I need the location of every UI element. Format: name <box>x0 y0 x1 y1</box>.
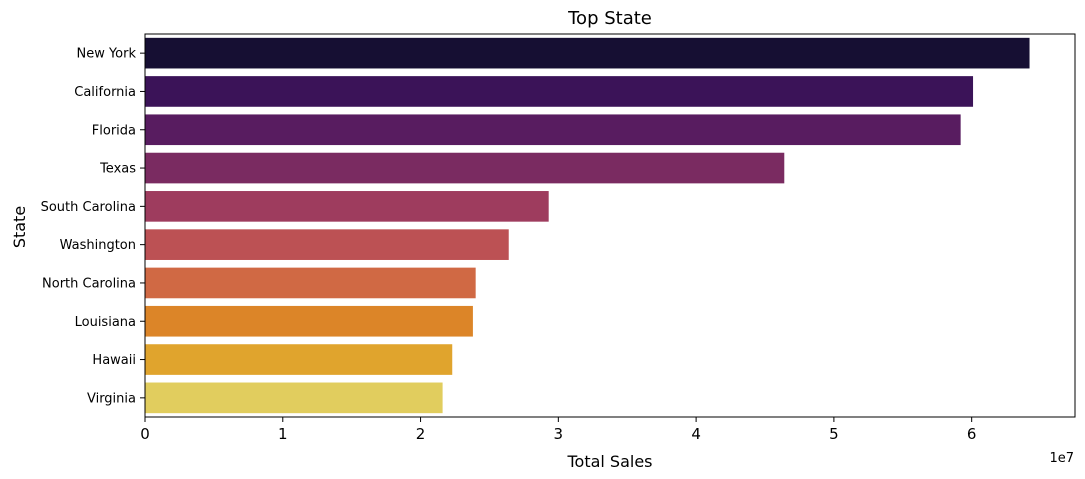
x-tick-label: 1 <box>278 425 288 443</box>
y-tick-label: Virginia <box>87 391 136 406</box>
bar-louisiana <box>145 305 473 337</box>
bar-virginia <box>145 382 443 414</box>
bars-group <box>145 37 1030 414</box>
bar-south-carolina <box>145 191 549 222</box>
y-tick-label: New York <box>76 47 136 62</box>
x-tick-label: 4 <box>691 425 701 443</box>
y-tick-label: Washington <box>60 238 136 253</box>
bar-texas <box>145 152 785 184</box>
x-tick-labels: 0 1 2 3 4 5 6 <box>140 417 976 443</box>
y-tick-labels: New York California Florida Texas South Caro… <box>41 47 145 406</box>
x-axis-label: Total Sales <box>566 452 652 471</box>
y-tick-label: Hawaii <box>92 353 136 368</box>
bar-hawaii <box>145 344 453 375</box>
x-tick-label: 0 <box>140 425 150 443</box>
x-axis-offset-label: 1e7 <box>1049 451 1074 466</box>
y-tick-label: North Carolina <box>42 276 136 291</box>
bar-washington <box>145 229 509 260</box>
chart-title: Top State <box>567 8 652 29</box>
y-tick-label: Florida <box>92 123 136 138</box>
x-tick-label: 5 <box>829 425 839 443</box>
bar-california <box>145 76 974 107</box>
y-tick-label: South Carolina <box>41 200 136 215</box>
bar-florida <box>145 114 961 146</box>
x-tick-label: 6 <box>967 425 977 443</box>
bar-new-york <box>145 37 1030 69</box>
plot-frame <box>144 33 1076 418</box>
bar-north-carolina <box>145 267 476 299</box>
y-tick-label: Louisiana <box>75 315 136 330</box>
y-axis-label: State <box>10 206 29 248</box>
x-tick-label: 2 <box>416 425 426 443</box>
y-tick-label: California <box>74 85 136 100</box>
y-tick-label: Texas <box>99 162 136 177</box>
x-tick-label: 3 <box>554 425 564 443</box>
